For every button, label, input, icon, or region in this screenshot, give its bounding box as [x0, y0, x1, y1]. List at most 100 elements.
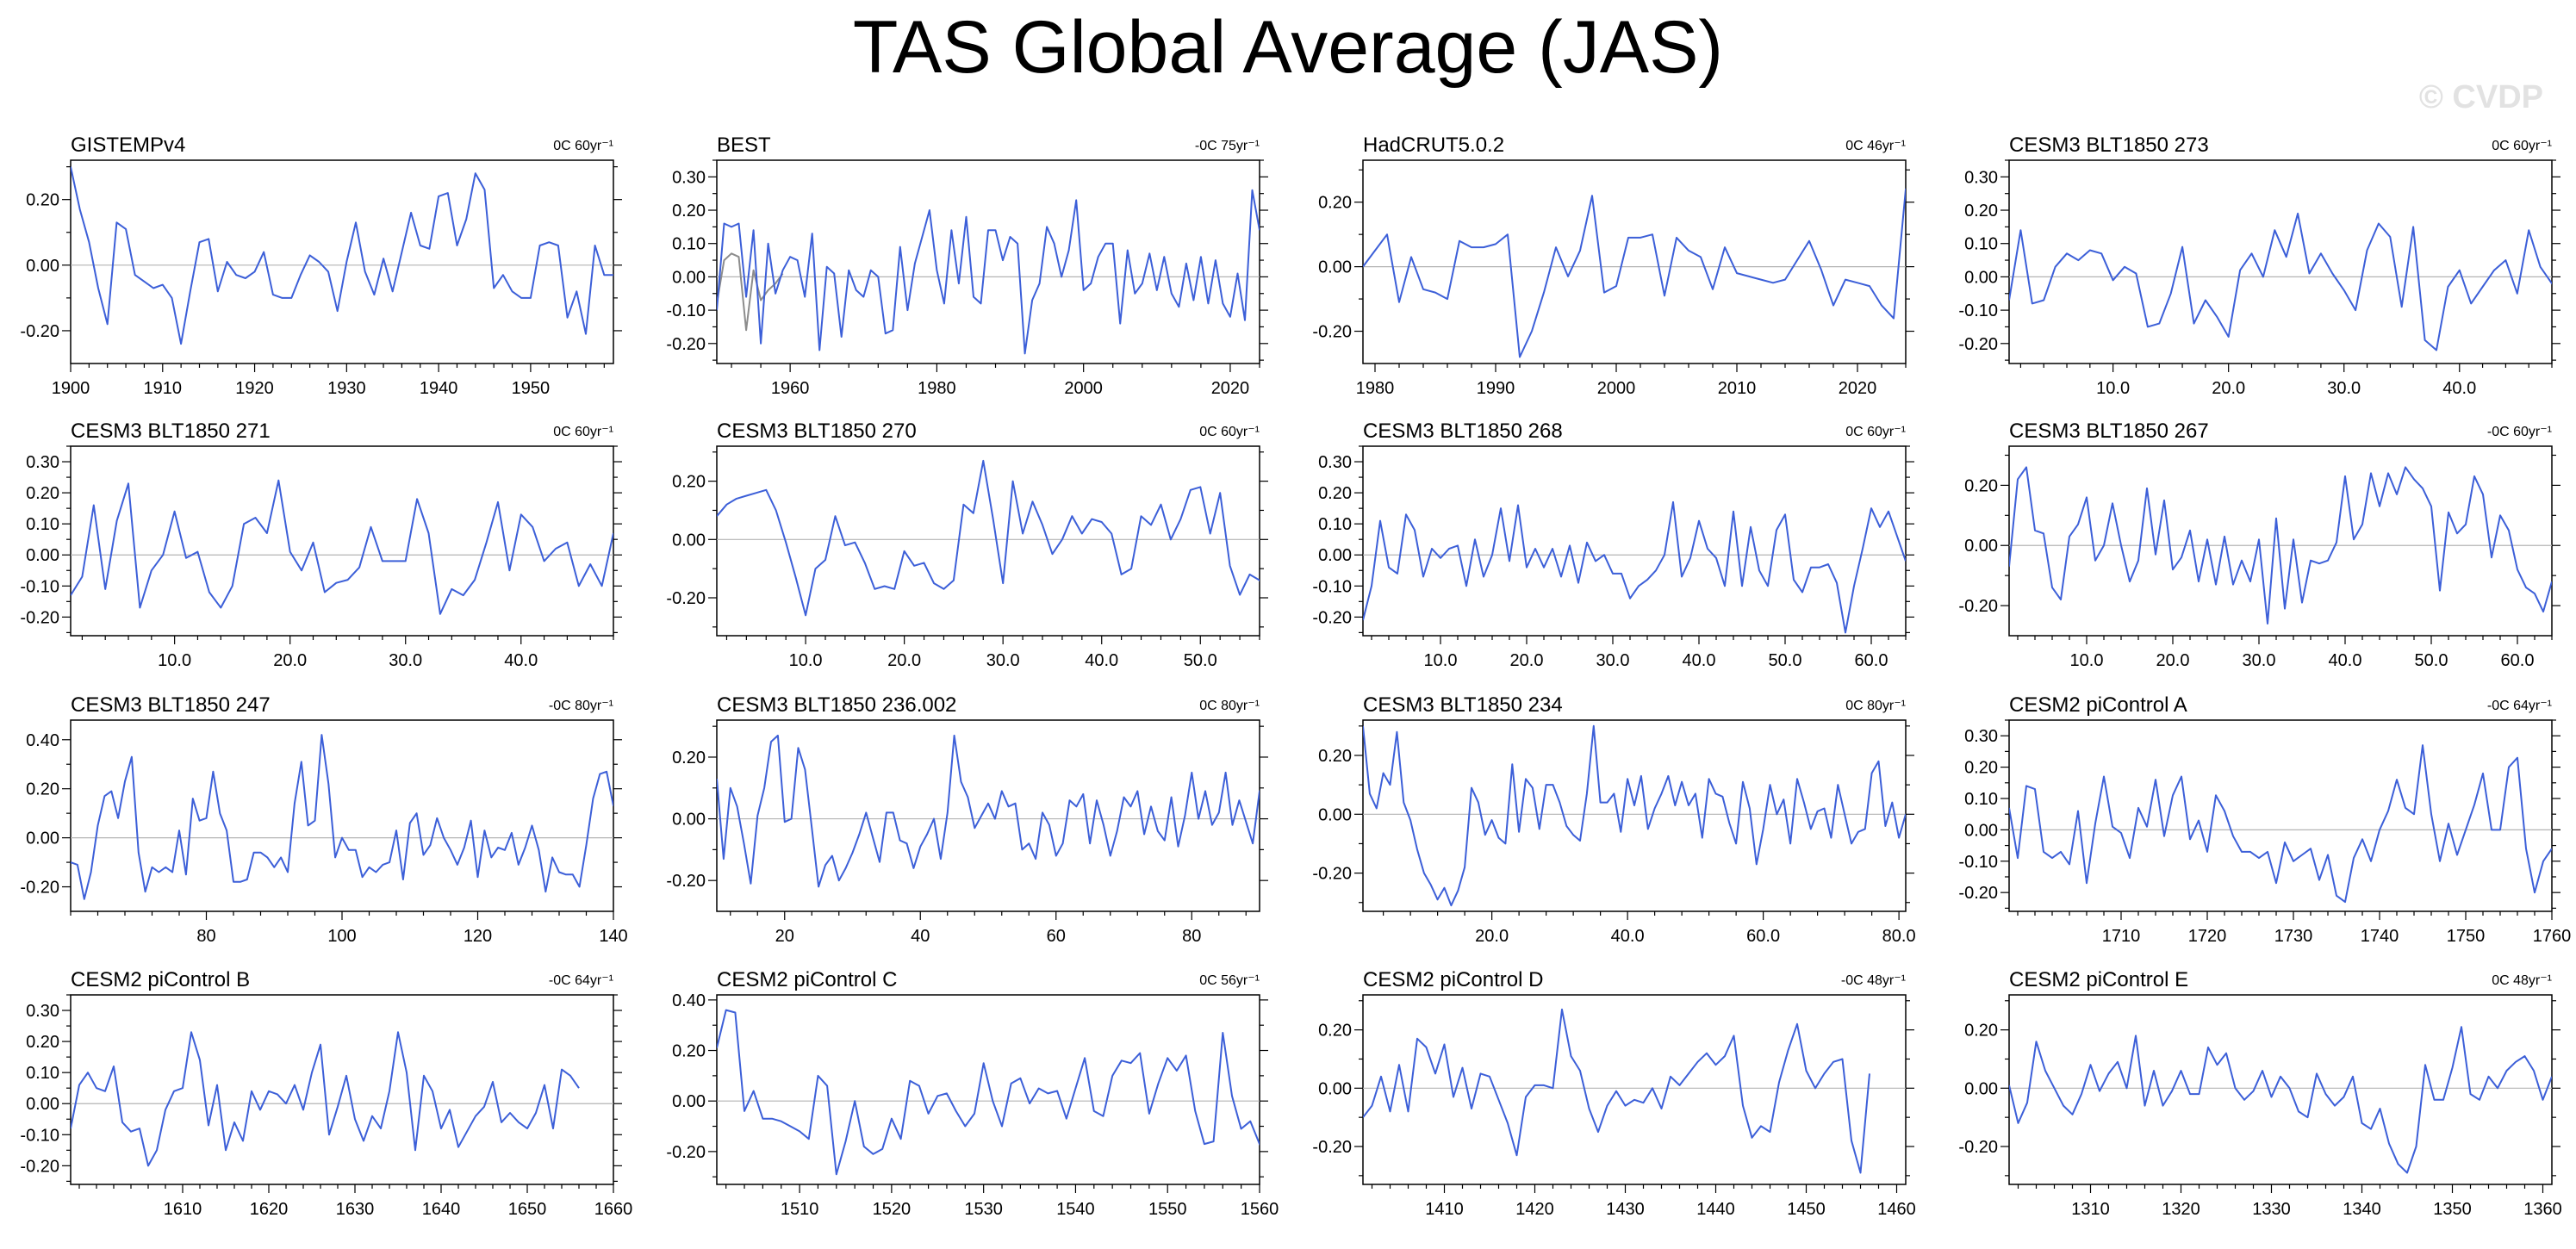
y-tick-label: 0.10	[1318, 515, 1352, 534]
chart-panel: CESM2 piControl E 0C 48yr⁻¹ -0.20 0.00 0.20 1…	[1958, 968, 2561, 1219]
trend-label: 0C 80yr⁻¹	[1845, 699, 1906, 713]
x-tick-label: 1980	[1356, 379, 1395, 398]
chart-panel: CESM2 piControl B -0C 64yr⁻¹ -0.20 -0.10 0.0…	[20, 968, 632, 1219]
x-tick-label: 1900	[52, 379, 90, 398]
y-tick-label: 0.20	[26, 191, 59, 210]
y-tick-label: 0.00	[1964, 1079, 1998, 1098]
x-tick-label: 1410	[1425, 1200, 1464, 1219]
x-tick-label: 1760	[2533, 927, 2572, 946]
series-line	[2009, 212, 2552, 351]
chart-panel: CESM3 BLT1850 268 0C 60yr⁻¹ -0.20 -0.10 0.00…	[1312, 419, 1914, 670]
x-tick-label: 80.0	[1882, 927, 1916, 946]
y-tick-label: -0.10	[1958, 853, 1998, 872]
x-tick-label: 1540	[1056, 1200, 1095, 1219]
trend-label: -0C 48yr⁻¹	[1841, 973, 1906, 988]
y-tick-label: -0.20	[666, 1143, 706, 1162]
series-line	[71, 479, 613, 615]
x-tick-label: 2010	[1718, 379, 1757, 398]
trend-label: -0C 75yr⁻¹	[1195, 139, 1260, 153]
chart-panel: CESM3 BLT1850 247 -0C 80yr⁻¹ -0.20 0.00 0.20…	[20, 693, 627, 946]
chart-panel: CESM3 BLT1850 267 -0C 60yr⁻¹ -0.20 0.00 0.20…	[1958, 419, 2560, 670]
x-tick-label: 1460	[1877, 1200, 1916, 1219]
y-tick-label: 0.10	[672, 235, 706, 254]
plot-frame	[1362, 159, 1907, 364]
y-tick-label: 0.20	[26, 780, 59, 799]
y-tick-label: 0.10	[1964, 235, 1998, 254]
y-tick-label: -0.20	[20, 879, 59, 898]
panel-title: CESM2 piControl A	[2009, 693, 2187, 717]
trend-label: 0C 46yr⁻¹	[1845, 139, 1906, 153]
x-tick-label: 20.0	[1475, 927, 1509, 946]
x-tick-label: 1910	[144, 379, 183, 398]
y-tick-label: -0.20	[666, 872, 706, 891]
x-tick-label: 1960	[771, 379, 810, 398]
x-tick-label: 2020	[1839, 379, 1877, 398]
chart-panel: CESM2 piControl A -0C 64yr⁻¹ -0.20 -0.10 0.0…	[1958, 693, 2571, 946]
panel-title: CESM2 piControl D	[1363, 968, 1543, 991]
x-tick-label: 40.0	[1085, 651, 1118, 670]
x-tick-label: 1340	[2343, 1200, 2381, 1219]
x-tick-label: 30.0	[2243, 651, 2276, 670]
plot-frame	[716, 719, 1260, 912]
plot-frame	[716, 159, 1260, 364]
panel-title: CESM2 piControl C	[717, 968, 897, 991]
y-tick-label: 0.30	[672, 168, 706, 187]
panel-title: CESM3 BLT1850 267	[2009, 419, 2209, 443]
trend-label: 0C 60yr⁻¹	[2492, 139, 2552, 153]
series-line	[2009, 744, 2552, 904]
x-tick-label: 20.0	[1510, 651, 1544, 670]
plot-frame	[1362, 445, 1907, 637]
panel-title: CESM3 BLT1850 273	[2009, 134, 2209, 157]
y-tick-label: 0.20	[1318, 747, 1352, 766]
x-tick-label: 1640	[422, 1200, 461, 1219]
x-tick-label: 100	[327, 927, 356, 946]
y-tick-label: 0.00	[26, 830, 59, 848]
x-tick-label: 40	[911, 927, 930, 946]
trend-label: 0C 60yr⁻¹	[553, 425, 613, 439]
x-tick-label: 1740	[2361, 927, 2399, 946]
y-tick-label: 0.10	[1964, 790, 1998, 809]
y-tick-label: 0.00	[672, 268, 706, 287]
y-tick-label: 0.10	[26, 1064, 59, 1083]
y-tick-label: -0.10	[20, 577, 59, 596]
chart-panel: CESM3 BLT1850 236.002 0C 80yr⁻¹ -0.20 0.00 0…	[666, 693, 1268, 946]
x-tick-label: 1750	[2447, 927, 2486, 946]
x-tick-label: 1550	[1148, 1200, 1187, 1219]
series-line	[717, 734, 1260, 888]
x-tick-label: 30.0	[986, 651, 1020, 670]
cvdp-watermark: © CVDP	[2418, 79, 2543, 115]
y-tick-label: -0.20	[1312, 1138, 1352, 1157]
y-tick-label: -0.20	[666, 335, 706, 354]
y-tick-label: 0.10	[26, 515, 59, 534]
x-tick-label: 1620	[250, 1200, 289, 1219]
panel-title: BEST	[717, 134, 771, 157]
y-tick-label: 0.00	[1964, 268, 1998, 287]
trend-label: 0C 60yr⁻¹	[1845, 425, 1906, 439]
y-tick-label: 0.00	[26, 257, 59, 276]
series-line	[2009, 1026, 2552, 1174]
panel-title: CESM3 BLT1850 268	[1363, 419, 1563, 443]
x-tick-label: 1560	[1241, 1200, 1279, 1219]
y-tick-label: 0.30	[26, 453, 59, 472]
x-tick-label: 120	[464, 927, 492, 946]
y-tick-label: 0.20	[26, 484, 59, 503]
y-tick-label: 0.30	[1318, 453, 1352, 472]
x-tick-label: 2020	[1211, 379, 1250, 398]
series-line	[1363, 724, 1906, 907]
y-tick-label: -0.20	[1958, 884, 1998, 903]
panel-title: CESM3 BLT1850 271	[71, 419, 271, 443]
trend-label: -0C 80yr⁻¹	[549, 699, 613, 713]
x-tick-label: 20.0	[2156, 651, 2190, 670]
x-tick-label: 1450	[1787, 1200, 1826, 1219]
x-tick-label: 2000	[1064, 379, 1103, 398]
plot-frame	[716, 994, 1260, 1185]
y-tick-label: 0.00	[672, 531, 706, 550]
y-tick-label: 0.20	[1318, 194, 1352, 213]
x-tick-label: 1940	[420, 379, 458, 398]
trend-label: -0C 64yr⁻¹	[2487, 699, 2552, 713]
series-line	[71, 166, 613, 345]
x-tick-label: 10.0	[2070, 651, 2104, 670]
x-tick-label: 2000	[1597, 379, 1636, 398]
x-tick-label: 1610	[164, 1200, 202, 1219]
y-tick-label: 0.00	[26, 546, 59, 565]
